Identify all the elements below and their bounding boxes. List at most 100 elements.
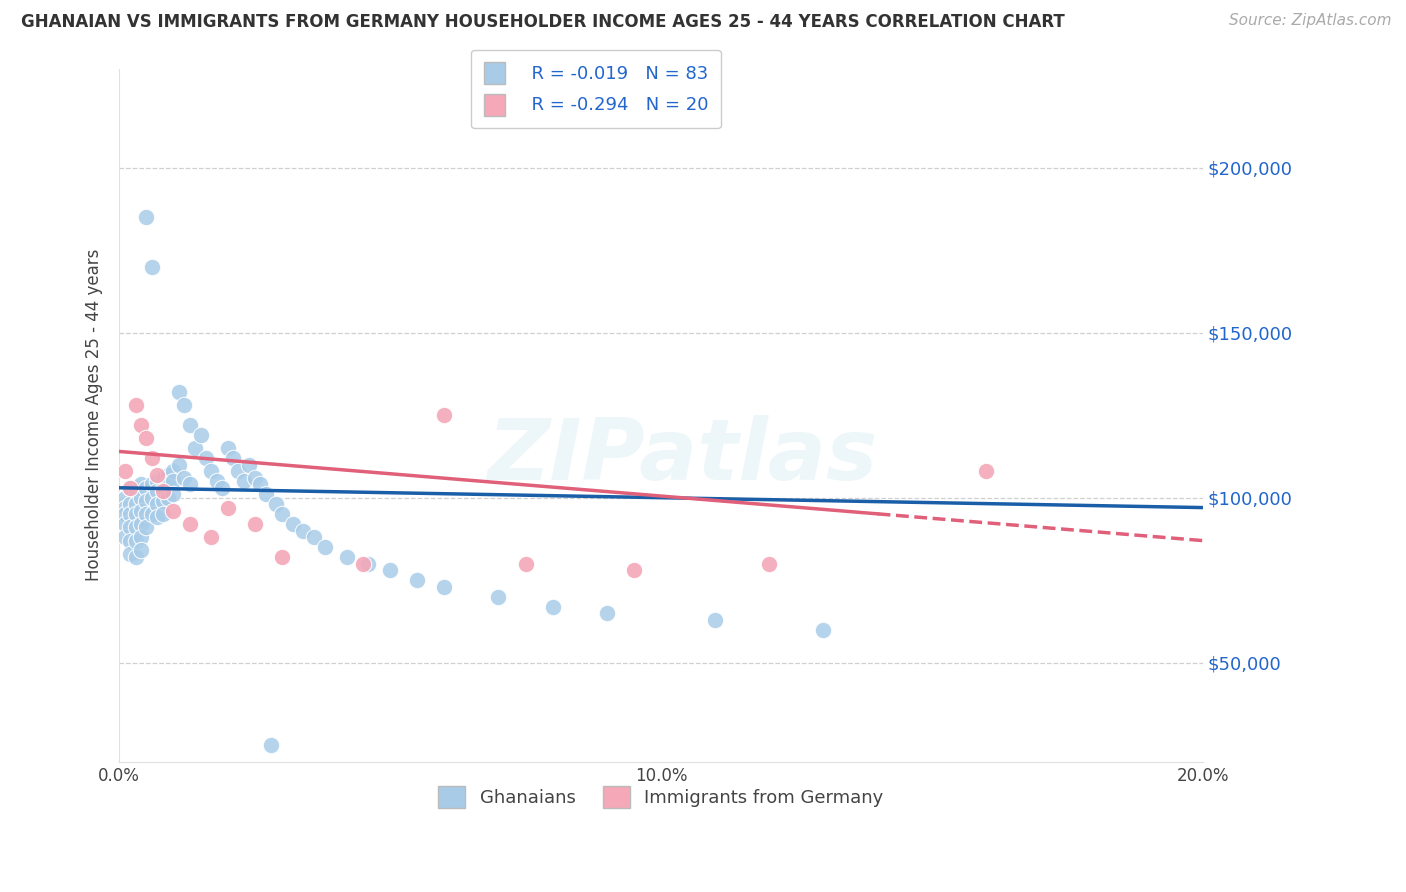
Point bbox=[974, 464, 997, 478]
Point bbox=[120, 507, 142, 521]
Point bbox=[205, 474, 228, 488]
Point bbox=[135, 210, 157, 224]
Point bbox=[129, 543, 152, 558]
Point bbox=[129, 418, 152, 433]
Point bbox=[406, 573, 429, 587]
Point bbox=[124, 533, 146, 548]
Point bbox=[120, 547, 142, 561]
Point bbox=[141, 451, 163, 466]
Point bbox=[114, 464, 136, 478]
Point bbox=[173, 398, 195, 412]
Point bbox=[114, 507, 136, 521]
Point bbox=[146, 474, 169, 488]
Point bbox=[124, 497, 146, 511]
Point bbox=[120, 533, 142, 548]
Point bbox=[157, 467, 180, 482]
Point bbox=[352, 557, 374, 571]
Point bbox=[211, 481, 233, 495]
Legend: Ghanaians, Immigrants from Germany: Ghanaians, Immigrants from Germany bbox=[432, 779, 891, 815]
Point bbox=[194, 451, 217, 466]
Point bbox=[167, 458, 190, 472]
Point bbox=[124, 550, 146, 565]
Point bbox=[124, 507, 146, 521]
Point bbox=[152, 471, 174, 485]
Point bbox=[167, 385, 190, 400]
Point bbox=[114, 530, 136, 544]
Y-axis label: Householder Income Ages 25 - 44 years: Householder Income Ages 25 - 44 years bbox=[86, 249, 103, 582]
Point bbox=[232, 474, 254, 488]
Point bbox=[135, 494, 157, 508]
Point bbox=[141, 507, 163, 521]
Point bbox=[249, 477, 271, 491]
Point bbox=[146, 510, 169, 524]
Point bbox=[146, 484, 169, 499]
Point bbox=[179, 477, 201, 491]
Point bbox=[238, 458, 260, 472]
Point bbox=[222, 451, 245, 466]
Point bbox=[758, 557, 780, 571]
Point bbox=[433, 408, 456, 422]
Point bbox=[135, 481, 157, 495]
Point bbox=[281, 517, 304, 532]
Point bbox=[173, 471, 195, 485]
Point bbox=[135, 507, 157, 521]
Point bbox=[141, 260, 163, 274]
Point bbox=[266, 497, 288, 511]
Point bbox=[254, 487, 277, 501]
Point bbox=[146, 497, 169, 511]
Point bbox=[541, 599, 564, 614]
Point bbox=[120, 520, 142, 534]
Point bbox=[129, 491, 152, 505]
Point bbox=[179, 418, 201, 433]
Point bbox=[141, 477, 163, 491]
Point bbox=[162, 504, 184, 518]
Point bbox=[114, 491, 136, 505]
Point bbox=[336, 550, 359, 565]
Point bbox=[162, 487, 184, 501]
Point bbox=[120, 481, 142, 495]
Point bbox=[184, 441, 207, 455]
Text: GHANAIAN VS IMMIGRANTS FROM GERMANY HOUSEHOLDER INCOME AGES 25 - 44 YEARS CORREL: GHANAIAN VS IMMIGRANTS FROM GERMANY HOUS… bbox=[21, 13, 1064, 31]
Point bbox=[357, 557, 380, 571]
Point bbox=[292, 524, 315, 538]
Point bbox=[124, 484, 146, 499]
Point bbox=[596, 606, 619, 620]
Point bbox=[623, 563, 645, 577]
Point bbox=[157, 491, 180, 505]
Point bbox=[135, 520, 157, 534]
Point bbox=[114, 517, 136, 532]
Point bbox=[243, 517, 266, 532]
Text: ZIPatlas: ZIPatlas bbox=[488, 416, 877, 499]
Point bbox=[515, 557, 537, 571]
Point bbox=[135, 431, 157, 445]
Point bbox=[378, 563, 401, 577]
Point bbox=[129, 530, 152, 544]
Point bbox=[200, 464, 222, 478]
Point bbox=[124, 520, 146, 534]
Point bbox=[217, 500, 239, 515]
Point bbox=[704, 613, 727, 627]
Point bbox=[129, 477, 152, 491]
Point bbox=[217, 441, 239, 455]
Point bbox=[129, 504, 152, 518]
Point bbox=[157, 477, 180, 491]
Point bbox=[152, 484, 174, 499]
Point bbox=[260, 739, 283, 753]
Point bbox=[152, 481, 174, 495]
Point bbox=[190, 428, 212, 442]
Point bbox=[162, 474, 184, 488]
Point bbox=[129, 517, 152, 532]
Point bbox=[141, 491, 163, 505]
Point bbox=[120, 497, 142, 511]
Point bbox=[314, 540, 336, 554]
Text: Source: ZipAtlas.com: Source: ZipAtlas.com bbox=[1229, 13, 1392, 29]
Point bbox=[304, 530, 326, 544]
Point bbox=[243, 471, 266, 485]
Point bbox=[488, 590, 510, 604]
Point bbox=[270, 507, 292, 521]
Point bbox=[179, 517, 201, 532]
Point bbox=[813, 623, 835, 637]
Point bbox=[120, 481, 142, 495]
Point bbox=[152, 494, 174, 508]
Point bbox=[152, 507, 174, 521]
